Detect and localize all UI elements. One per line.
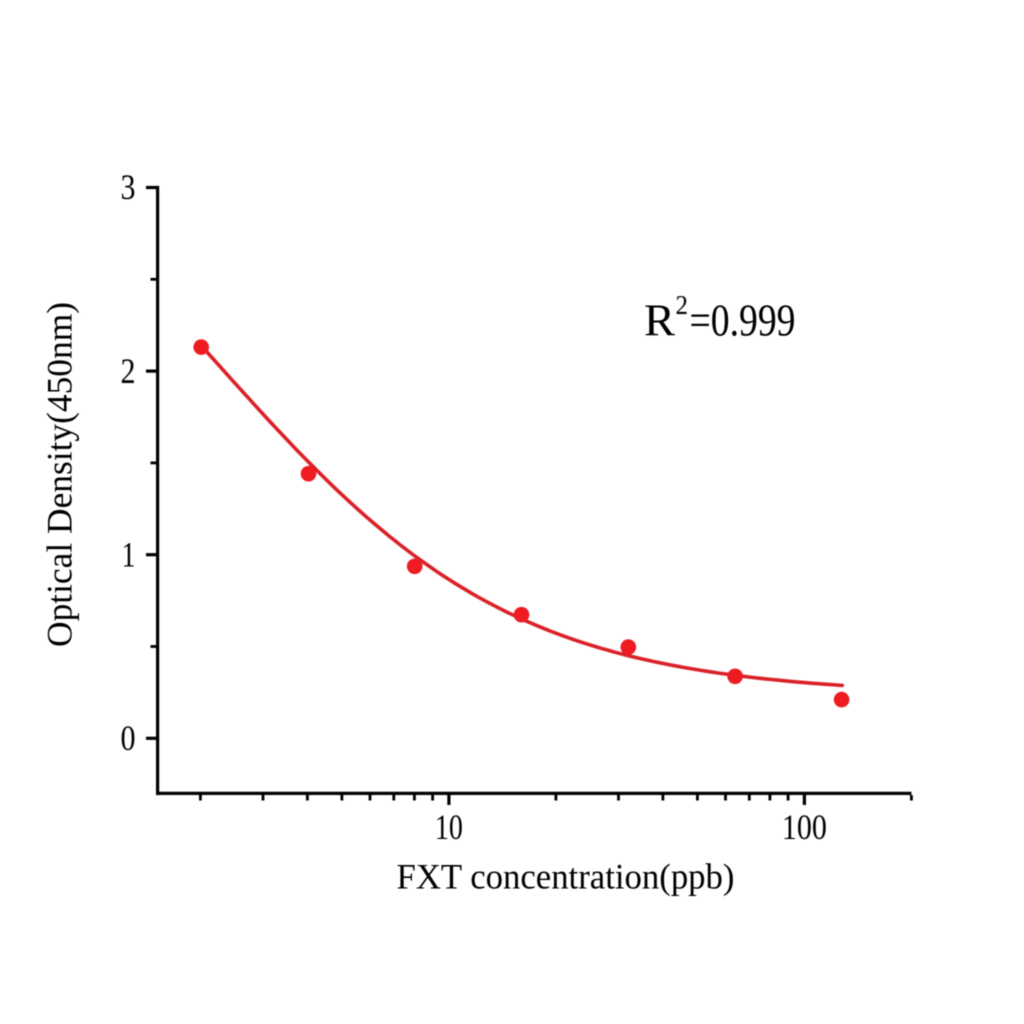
svg-text:10: 10 (435, 807, 463, 847)
svg-text:0: 0 (121, 718, 136, 758)
svg-text:FXT concentration(ppb): FXT concentration(ppb) (397, 856, 735, 896)
svg-text:1: 1 (122, 534, 136, 574)
svg-text:=0.999: =0.999 (690, 295, 796, 346)
svg-text:3: 3 (121, 167, 136, 207)
svg-text:2: 2 (121, 351, 136, 391)
svg-text:2: 2 (676, 290, 689, 320)
svg-text:100: 100 (782, 807, 827, 847)
svg-text:Optical Density(450nm): Optical Density(450nm) (39, 302, 79, 647)
svg-text:R: R (644, 295, 675, 346)
